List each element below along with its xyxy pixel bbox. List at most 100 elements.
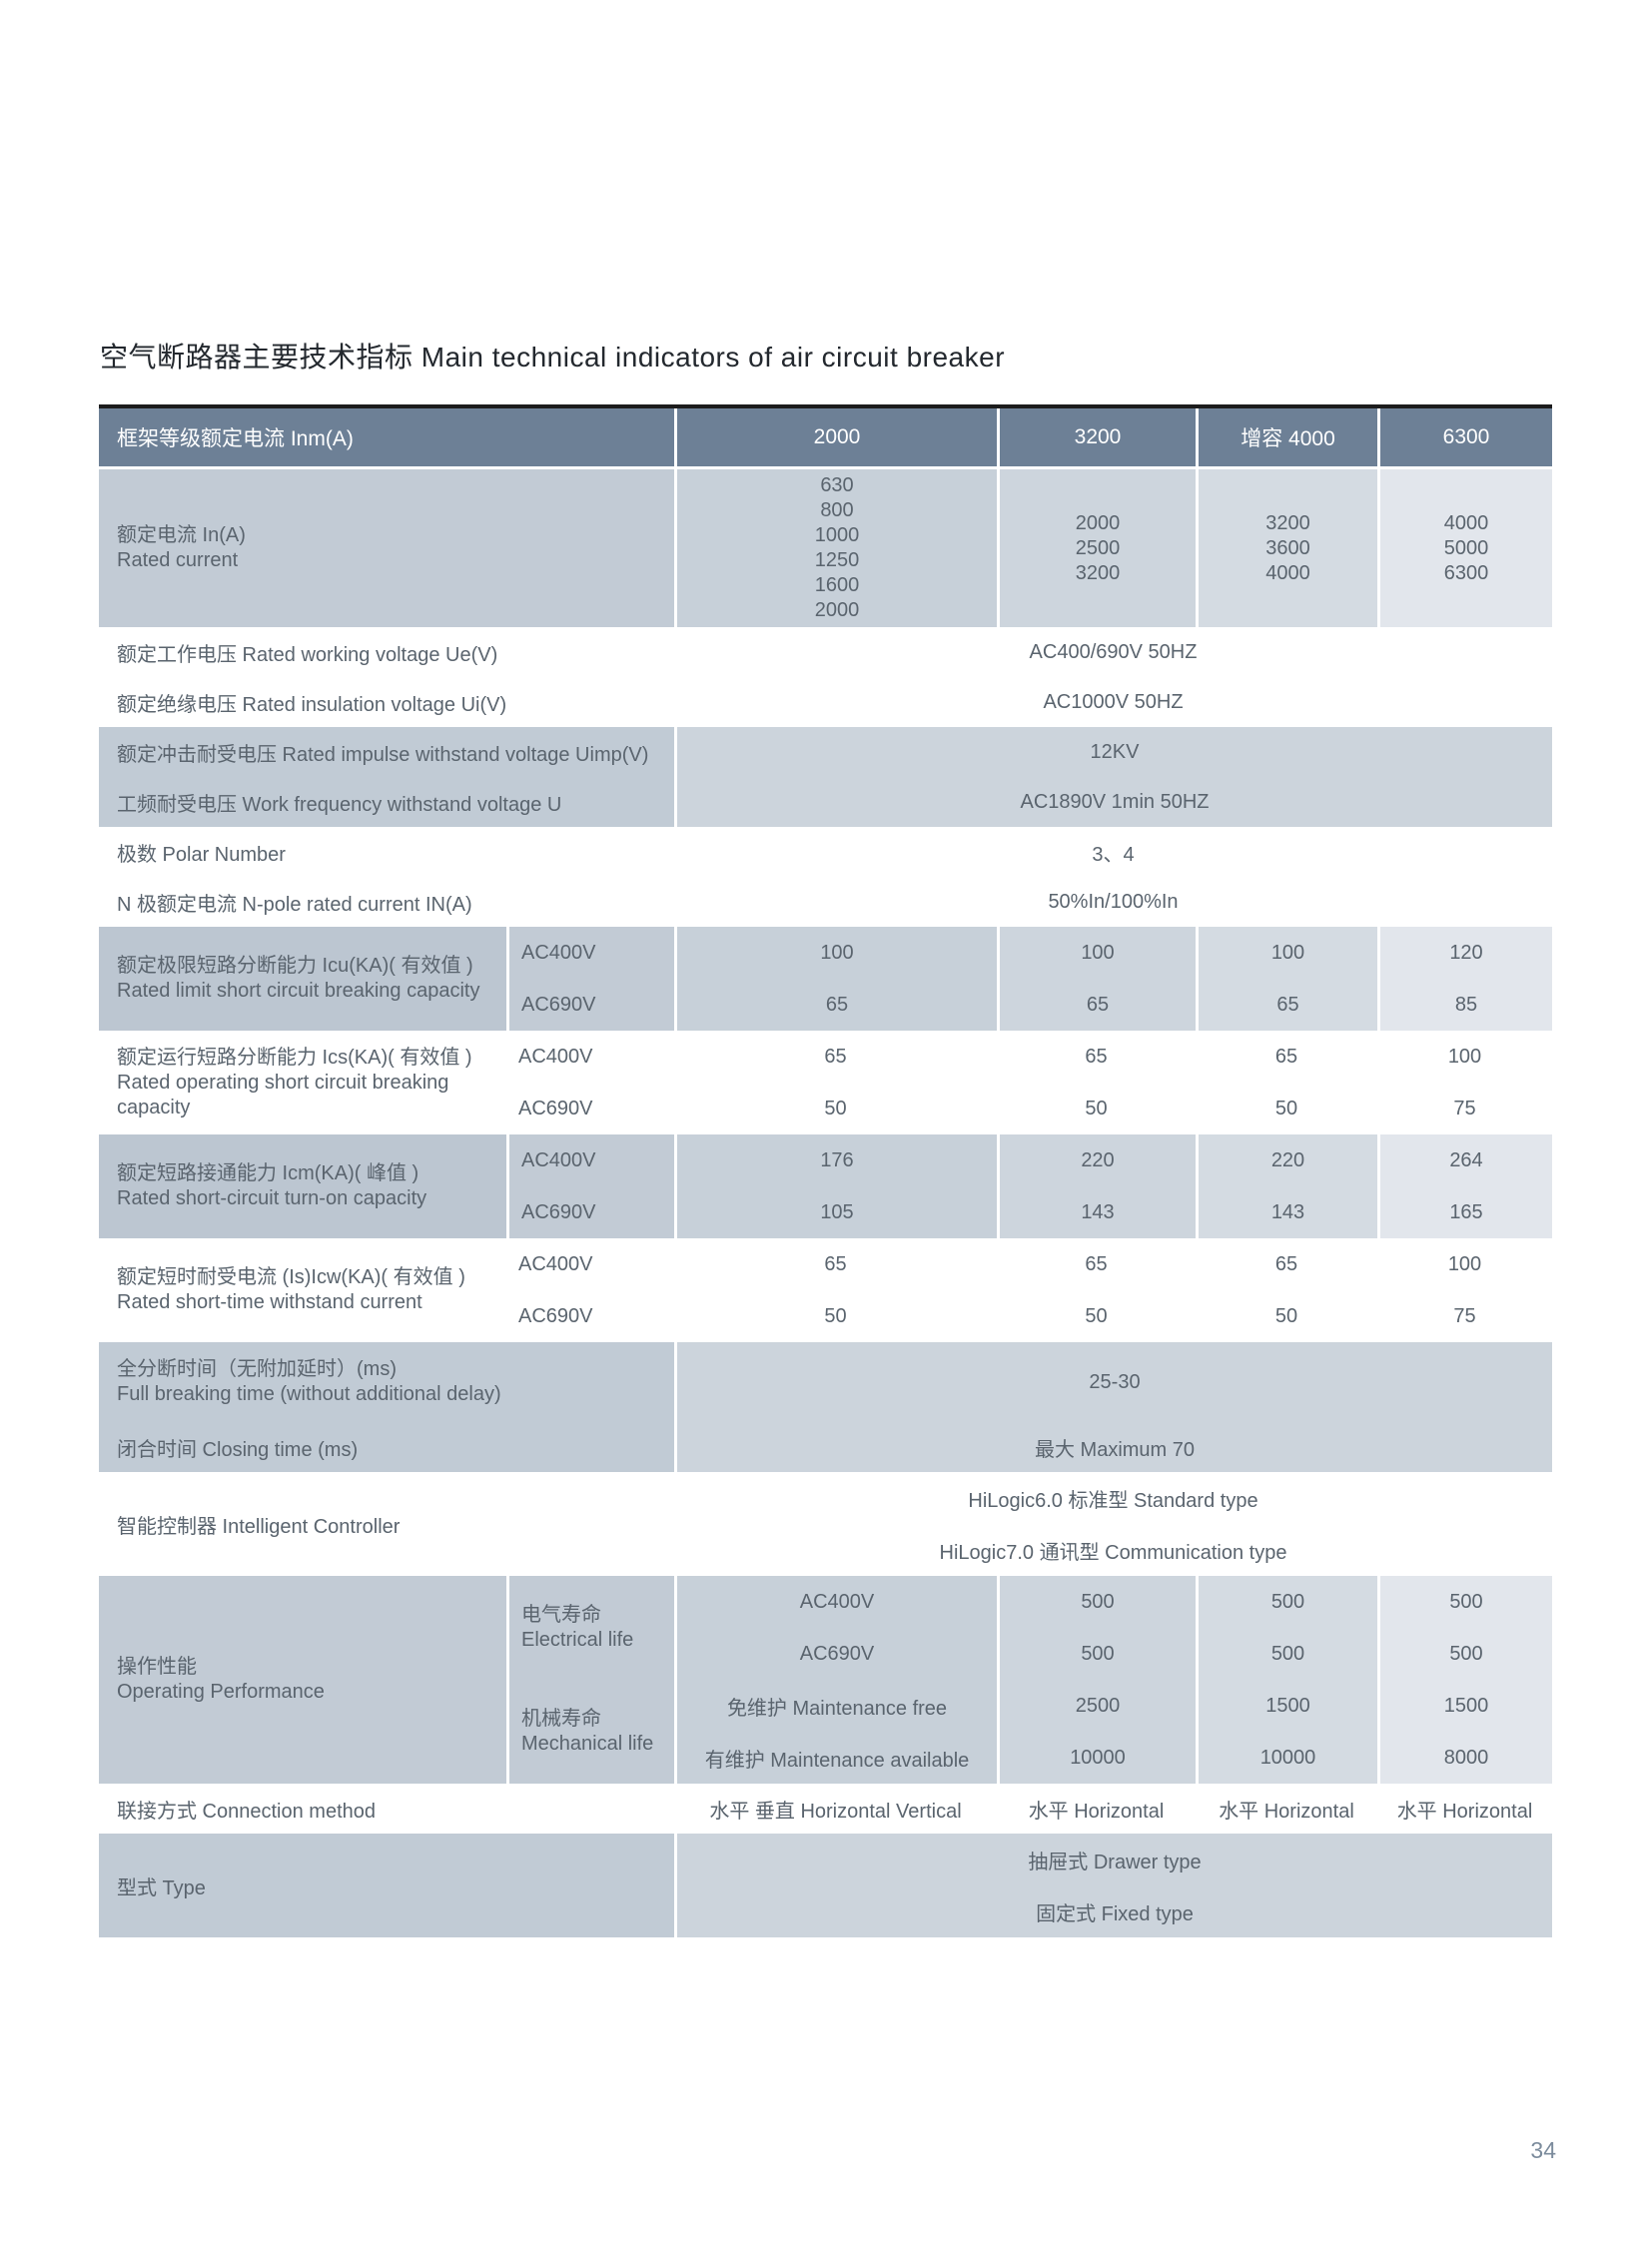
block-icm: 额定短路接通能力 Icm(KA)( 峰值 ) Rated short-circu…: [99, 1134, 1552, 1238]
block-icw: 额定短时耐受电流 (Is)Icw(KA)( 有效值 ) Rated short-…: [99, 1238, 1552, 1342]
connection-2000: 水平 垂直 Horizontal Vertical: [709, 1800, 962, 1823]
electrical-ac690v-3200: 500: [997, 1628, 1196, 1680]
impulse-withstand-value: 12KV: [674, 727, 1552, 777]
header-col-6300: 6300: [1377, 408, 1552, 466]
maintenance-available-4000: 10000: [1196, 1732, 1377, 1784]
maintenance-free-6300: 1500: [1377, 1680, 1552, 1732]
block-icu: 额定极限短路分断能力 Icu(KA)( 有效值 ) Rated limit sh…: [99, 927, 1552, 1031]
ics-ac690v-label: AC690V: [518, 1097, 593, 1120]
polar-number-label: 极数 Polar Number: [117, 843, 286, 866]
operating-label-zh: 操作性能: [117, 1656, 197, 1678]
maintenance-free-3200: 2500: [997, 1680, 1196, 1732]
maintenance-available-label: 有维护 Maintenance available: [674, 1732, 997, 1784]
icu-label-zh: 额定极限短路分断能力 Icu(KA)( 有效值 ): [117, 955, 473, 977]
impulse-withstand-label: 额定冲击耐受电压 Rated impulse withstand voltage…: [99, 727, 674, 777]
row-rated-current: 额定电流 In(A) Rated current 630 800 1000 12…: [99, 469, 1552, 627]
icm-label-en: Rated short-circuit turn-on capacity: [117, 1187, 427, 1209]
npole-current-value: 50%In/100%In: [1048, 890, 1179, 913]
ics-label-en: Rated operating short circuit breaking c…: [117, 1071, 449, 1119]
connection-method-label: 联接方式 Connection method: [117, 1800, 377, 1823]
polar-number-value: 3、4: [1092, 843, 1135, 866]
icw-ac690v-3200: 50: [1085, 1304, 1108, 1327]
connection-3200: 水平 Horizontal: [1028, 1800, 1165, 1823]
icw-label-en: Rated short-time withstand current: [117, 1291, 422, 1313]
row-full-breaking-time: 全分断时间（无附加延时）(ms) Full breaking time (wit…: [99, 1342, 1552, 1422]
row-closing-time: 闭合时间 Closing time (ms) 最大 Maximum 70: [99, 1422, 1552, 1472]
row-impulse-withstand: 额定冲击耐受电压 Rated impulse withstand voltage…: [99, 727, 1552, 777]
icw-ac690v-4000: 50: [1274, 1304, 1298, 1327]
ics-ac400v-6300: 100: [1447, 1045, 1482, 1068]
icm-ac400v-2000: 176: [674, 1134, 997, 1186]
icm-ac690v-3200: 143: [997, 1186, 1196, 1238]
controller-label: 智能控制器 Intelligent Controller: [117, 1515, 401, 1538]
icm-ac400v-6300: 264: [1377, 1134, 1552, 1186]
icu-ac400v-2000: 100: [674, 927, 997, 979]
maintenance-available-3200: 10000: [997, 1732, 1196, 1784]
icm-ac690v-4000: 143: [1196, 1186, 1377, 1238]
working-voltage-label: 额定工作电压 Rated working voltage Ue(V): [117, 643, 498, 666]
ics-ac690v-2000: 50: [824, 1097, 847, 1120]
insulation-voltage-value: AC1000V 50HZ: [1043, 690, 1184, 713]
table-header-row: 框架等级额定电流 Inm(A) 2000 3200 增容 4000 6300: [99, 408, 1552, 466]
icw-label-zh: 额定短时耐受电流 (Is)Icw(KA)( 有效值 ): [117, 1266, 465, 1288]
spec-table: 框架等级额定电流 Inm(A) 2000 3200 增容 4000 6300 额…: [99, 404, 1552, 1937]
electrical-ac400v-label: AC400V: [674, 1576, 997, 1628]
ics-ac690v-6300: 75: [1453, 1097, 1476, 1120]
icu-ac690v-3200: 65: [997, 979, 1196, 1031]
workfreq-withstand-value: AC1890V 1min 50HZ: [674, 777, 1552, 827]
ics-ac690v-3200: 50: [1085, 1097, 1108, 1120]
rated-current-2000: 630 800 1000 1250 1600 2000: [674, 469, 997, 627]
icw-ac400v-3200: 65: [1085, 1252, 1108, 1275]
icm-ac690v-label: AC690V: [506, 1186, 674, 1238]
ics-label-zh: 额定运行短路分断能力 Ics(KA)( 有效值 ): [117, 1046, 472, 1069]
rated-current-3200: 2000 2500 3200: [997, 469, 1196, 627]
row-connection-method: 联接方式 Connection method 水平 垂直 Horizontal …: [99, 1784, 1552, 1834]
block-ics: 额定运行短路分断能力 Ics(KA)( 有效值 ) Rated operatin…: [99, 1031, 1552, 1134]
closing-time-value: 最大 Maximum 70: [674, 1422, 1552, 1472]
header-col-3200: 3200: [997, 408, 1196, 466]
icm-ac690v-2000: 105: [674, 1186, 997, 1238]
header-col-4000: 增容 4000: [1196, 408, 1377, 466]
electrical-ac400v-3200: 500: [997, 1576, 1196, 1628]
row-insulation-voltage: 额定绝缘电压 Rated insulation voltage Ui(V) AC…: [99, 677, 1552, 727]
electrical-ac400v-6300: 500: [1377, 1576, 1552, 1628]
icu-ac690v-6300: 85: [1377, 979, 1552, 1031]
block-operating-performance: 操作性能 Operating Performance 电气寿命 Electric…: [99, 1576, 1552, 1784]
icu-ac690v-4000: 65: [1196, 979, 1377, 1031]
rated-current-4000: 3200 3600 4000: [1196, 469, 1377, 627]
page-title: 空气断路器主要技术指标 Main technical indicators of…: [100, 342, 1006, 373]
icu-ac400v-3200: 100: [997, 927, 1196, 979]
icm-ac400v-label: AC400V: [506, 1134, 674, 1186]
icw-ac400v-6300: 100: [1447, 1252, 1482, 1275]
type-label: 型式 Type: [99, 1834, 674, 1937]
header-col-2000: 2000: [674, 408, 997, 466]
electrical-ac690v-4000: 500: [1196, 1628, 1377, 1680]
operating-label-en: Operating Performance: [117, 1681, 325, 1703]
icw-ac690v-2000: 50: [824, 1304, 847, 1327]
header-frame-current-label: 框架等级额定电流 Inm(A): [99, 408, 674, 466]
insulation-voltage-label: 额定绝缘电压 Rated insulation voltage Ui(V): [117, 693, 507, 716]
full-breaking-label-en: Full breaking time (without additional d…: [117, 1383, 501, 1405]
page-number: 34: [1530, 2137, 1556, 2163]
row-npole-current: N 极额定电流 N-pole rated current IN(A) 50%In…: [99, 877, 1552, 927]
icu-label-en: Rated limit short circuit breaking capac…: [117, 980, 480, 1002]
rated-current-label-zh: 额定电流 In(A): [117, 524, 246, 546]
row-intelligent-controller: 智能控制器 Intelligent Controller HiLogic6.0 …: [99, 1472, 1552, 1576]
icu-ac400v-label: AC400V: [506, 927, 674, 979]
rated-current-6300: 4000 5000 6300: [1377, 469, 1552, 627]
maintenance-free-4000: 1500: [1196, 1680, 1377, 1732]
npole-current-label: N 极额定电流 N-pole rated current IN(A): [117, 893, 472, 916]
icm-ac690v-6300: 165: [1377, 1186, 1552, 1238]
icu-ac690v-2000: 65: [674, 979, 997, 1031]
icm-ac400v-4000: 220: [1196, 1134, 1377, 1186]
controller-standard-type: HiLogic6.0 标准型 Standard type: [968, 1489, 1258, 1512]
working-voltage-value: AC400/690V 50HZ: [1029, 640, 1198, 663]
electrical-ac690v-6300: 500: [1377, 1628, 1552, 1680]
controller-communication-type: HiLogic7.0 通讯型 Communication type: [939, 1541, 1287, 1564]
icw-ac400v-label: AC400V: [518, 1252, 593, 1275]
ics-ac400v-3200: 65: [1085, 1045, 1108, 1068]
type-drawer: 抽屉式 Drawer type: [1028, 1851, 1202, 1873]
connection-6300: 水平 Horizontal: [1396, 1800, 1533, 1823]
maintenance-available-6300: 8000: [1377, 1732, 1552, 1784]
